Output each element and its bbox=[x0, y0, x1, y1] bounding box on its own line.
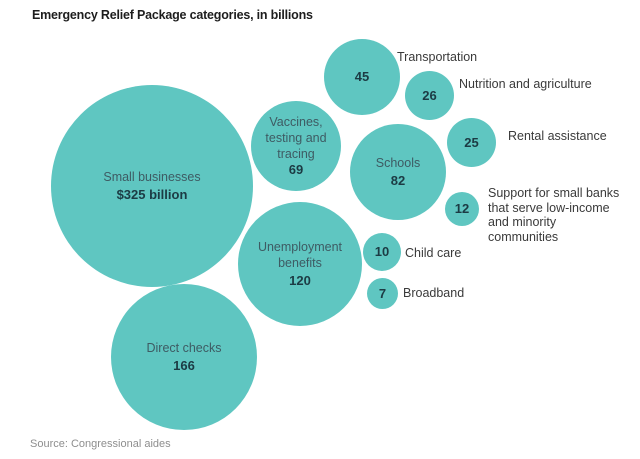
bubble-text: Direct checks 166 bbox=[146, 340, 221, 374]
bubble-unemployment-benefits: Unemployment benefits 120 bbox=[238, 202, 362, 326]
bubble-transportation: 45 bbox=[324, 39, 400, 115]
label-broadband: Broadband bbox=[403, 286, 465, 300]
bubble-value: 7 bbox=[378, 285, 387, 301]
bubble-value: 69 bbox=[288, 162, 304, 177]
bubble-rental-assistance: 25 bbox=[447, 118, 496, 167]
bubble-small-businesses: Small businesses $325 billion bbox=[51, 85, 253, 287]
source-note: Source: Congressional aides bbox=[30, 438, 171, 450]
label-small-banks-support: Support for small banks that serve low-i… bbox=[488, 186, 620, 244]
bubble-value: 12 bbox=[454, 201, 470, 216]
bubble-value: 26 bbox=[422, 87, 437, 103]
bubble-value: 166 bbox=[173, 358, 195, 373]
chart-title: Emergency Relief Package categories, in … bbox=[32, 8, 313, 22]
label-child-care: Child care bbox=[405, 246, 462, 260]
bubble-value: 10 bbox=[374, 244, 390, 259]
bubble-text: Schools 82 bbox=[376, 155, 420, 189]
bubble-vaccines-testing-tracing: Vaccines, testing and tracing 69 bbox=[251, 101, 341, 191]
bubble-direct-checks: Direct checks 166 bbox=[111, 284, 257, 430]
bubble-value: $325 billion bbox=[116, 187, 188, 202]
bubble-label: Unemployment benefits bbox=[257, 240, 343, 270]
bubble-text: Unemployment benefits 120 bbox=[250, 239, 350, 289]
bubble-value: 120 bbox=[289, 273, 311, 288]
bubble-value: 82 bbox=[390, 173, 406, 188]
bubble-text: Small businesses $325 billion bbox=[103, 169, 200, 203]
bubble-schools: Schools 82 bbox=[350, 124, 446, 220]
bubble-nutrition-agriculture: 26 bbox=[405, 71, 454, 120]
bubble-label: Direct checks bbox=[146, 341, 222, 355]
bubble-label: Schools bbox=[375, 156, 421, 170]
bubble-text: Vaccines, testing and tracing 69 bbox=[256, 114, 336, 178]
bubble-value: 25 bbox=[464, 134, 479, 150]
bubble-child-care: 10 bbox=[363, 233, 401, 271]
label-transportation: Transportation bbox=[397, 50, 478, 64]
bubble-label: Vaccines, testing and tracing bbox=[265, 115, 327, 161]
label-rental-assistance: Rental assistance bbox=[508, 129, 607, 143]
bubble-value: 45 bbox=[354, 69, 370, 84]
bubble-label: Small businesses bbox=[103, 170, 201, 184]
bubble-small-banks-support: 12 bbox=[445, 192, 479, 226]
label-nutrition-agriculture: Nutrition and agriculture bbox=[459, 77, 592, 91]
bubble-broadband: 7 bbox=[367, 278, 398, 309]
